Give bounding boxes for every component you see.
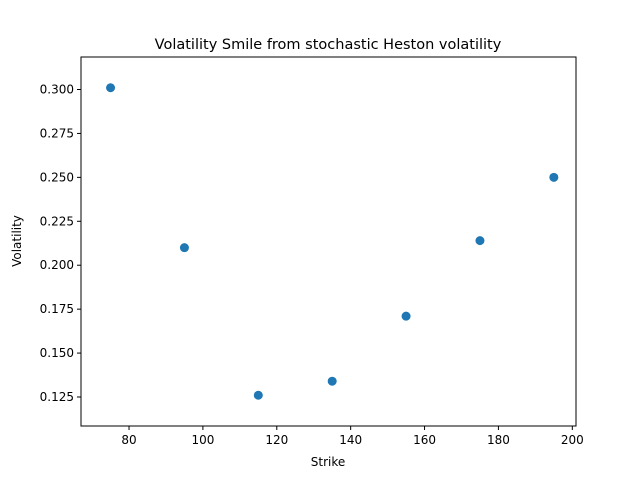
x-axis-label: Strike [311, 455, 346, 469]
points-layer [106, 83, 559, 400]
y-tick-label: 0.300 [40, 83, 74, 97]
y-tick-label: 0.125 [40, 390, 74, 404]
y-tick-label: 0.150 [40, 346, 74, 360]
data-point [475, 236, 485, 246]
data-point [549, 172, 559, 182]
x-tick-label: 120 [265, 433, 288, 447]
y-axis-label: Volatility [10, 215, 24, 267]
plot-frame [80, 56, 577, 427]
data-point [327, 376, 337, 386]
data-point [253, 390, 263, 400]
chart-title: Volatility Smile from stochastic Heston … [155, 37, 502, 53]
x-tick-label: 100 [191, 433, 214, 447]
x-tick-label: 160 [413, 433, 436, 447]
y-tick-label: 0.250 [40, 170, 74, 184]
x-tick-label: 200 [561, 433, 584, 447]
x-tick-label: 180 [487, 433, 510, 447]
x-tick-label: 80 [121, 433, 136, 447]
y-tick-label: 0.175 [40, 302, 74, 316]
y-tick-label: 0.225 [40, 214, 74, 228]
y-tick-label: 0.200 [40, 258, 74, 272]
data-point [179, 243, 189, 253]
data-point [106, 83, 116, 93]
ticks-layer: 80 100 120 140 160 180 200 0.125 0.150 0.175 0.200… [40, 83, 584, 447]
x-tick-label: 140 [339, 433, 362, 447]
data-point [401, 311, 411, 321]
y-tick-label: 0.275 [40, 126, 74, 140]
